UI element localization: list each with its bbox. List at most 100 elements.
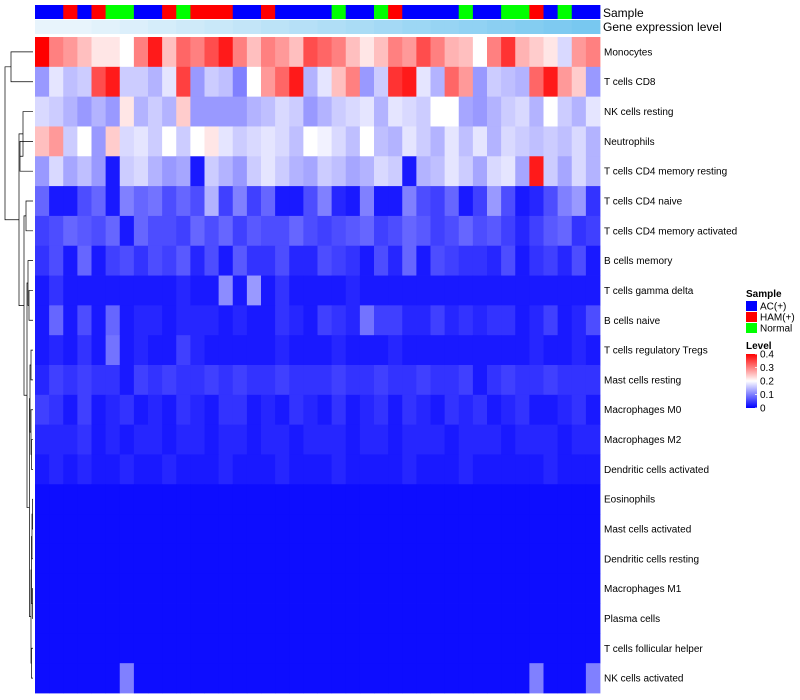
level-tick-label: 0.2 xyxy=(760,377,774,388)
sample-annotation-cell xyxy=(571,5,587,19)
heatmap-cell xyxy=(218,514,234,545)
gene-expression-annotation-cell xyxy=(359,20,375,34)
heatmap-cell xyxy=(388,186,403,217)
heatmap-cell xyxy=(402,156,417,187)
heatmap-cell xyxy=(218,275,234,306)
heatmap-cell xyxy=(402,424,417,455)
heatmap-cell xyxy=(232,96,248,127)
heatmap-cell xyxy=(275,66,290,98)
heatmap-cell xyxy=(77,454,92,485)
heatmap-cell xyxy=(430,514,446,545)
heatmap-cell xyxy=(317,186,333,217)
heatmap-cell xyxy=(402,186,417,217)
heatmap-cell xyxy=(416,454,431,485)
row-label: T cells regulatory Tregs xyxy=(604,346,708,357)
heatmap-cell xyxy=(246,305,262,336)
heatmap-cell xyxy=(430,663,446,694)
heatmap-cell xyxy=(331,454,347,485)
heatmap-cell xyxy=(35,305,50,336)
heatmap-cell xyxy=(133,335,149,366)
heatmap-cell xyxy=(91,424,107,455)
heatmap-cell xyxy=(388,156,403,187)
heatmap-cell xyxy=(77,215,92,247)
heatmap-cell xyxy=(374,663,389,694)
heatmap-cell xyxy=(105,484,121,515)
heatmap-cell xyxy=(416,603,431,634)
heatmap-cell xyxy=(416,543,431,575)
heatmap-cell xyxy=(49,484,64,515)
heatmap-cell xyxy=(571,573,587,604)
heatmap-cell xyxy=(289,514,304,545)
heatmap-cell xyxy=(232,365,248,396)
heatmap-cell xyxy=(345,543,361,575)
heatmap-cell xyxy=(133,663,149,694)
heatmap-cell xyxy=(148,156,163,187)
heatmap-cell xyxy=(133,365,149,396)
heatmap-cell xyxy=(374,335,389,366)
heatmap-cell xyxy=(49,245,64,276)
heatmap-cell xyxy=(374,305,389,336)
sample-annotation-cell xyxy=(388,5,403,19)
heatmap-cell xyxy=(585,126,601,157)
heatmap-cell xyxy=(444,633,460,664)
heatmap-cell xyxy=(218,663,234,694)
heatmap-cell xyxy=(416,633,431,664)
heatmap-cell xyxy=(444,484,460,515)
sample-annotation-cell xyxy=(585,5,601,19)
heatmap-cell xyxy=(359,394,375,426)
heatmap-cell xyxy=(402,335,417,366)
heatmap-cell xyxy=(148,305,163,336)
heatmap-cell xyxy=(162,365,177,396)
gene-expression-annotation-cell xyxy=(275,20,290,34)
heatmap-cell xyxy=(162,186,177,217)
heatmap-cell xyxy=(289,66,304,98)
heatmap-cell xyxy=(77,514,92,545)
heatmap-cell xyxy=(119,484,135,515)
heatmap-cell xyxy=(275,156,290,187)
heatmap-cell xyxy=(119,543,135,575)
heatmap-cell xyxy=(35,394,50,426)
heatmap-cell xyxy=(543,543,559,575)
heatmap-cell xyxy=(105,275,121,306)
heatmap-cell xyxy=(444,663,460,694)
heatmap-cell xyxy=(119,126,135,157)
sample-annotation-cell xyxy=(543,5,559,19)
heatmap-cell xyxy=(374,484,389,515)
heatmap-cell xyxy=(232,245,248,276)
heatmap-cell xyxy=(204,37,220,68)
heatmap-cell xyxy=(317,37,333,68)
heatmap-cell xyxy=(487,245,502,276)
heatmap-cell xyxy=(91,215,107,247)
heatmap-cell xyxy=(501,394,516,426)
heatmap-cell xyxy=(218,394,234,426)
heatmap-cell xyxy=(218,96,234,127)
heatmap-cell xyxy=(359,66,375,98)
heatmap-cell xyxy=(416,514,431,545)
heatmap-cell xyxy=(148,573,163,604)
heatmap-cell xyxy=(133,573,149,604)
heatmap-cell xyxy=(246,335,262,366)
heatmap-cell xyxy=(430,96,446,127)
heatmap-cell xyxy=(543,186,559,217)
dendrogram-branch xyxy=(30,349,33,381)
heatmap-cell xyxy=(77,365,92,396)
heatmap-cell xyxy=(148,215,163,247)
heatmap-cell xyxy=(133,454,149,485)
heatmap-cell xyxy=(402,573,417,604)
heatmap-cell xyxy=(162,215,177,247)
heatmap-cell xyxy=(91,156,107,187)
heatmap-cell xyxy=(63,126,78,157)
row-label: Macrophages M0 xyxy=(604,405,682,416)
heatmap-cell xyxy=(374,275,389,306)
heatmap-cell xyxy=(218,335,234,366)
heatmap-cell xyxy=(148,633,163,664)
heatmap-cell xyxy=(289,633,304,664)
gene-expression-annotation-cell xyxy=(218,20,234,34)
heatmap-cell xyxy=(232,305,248,336)
heatmap-cell xyxy=(119,305,135,336)
heatmap-cell xyxy=(91,186,107,217)
heatmap-cell xyxy=(430,454,446,485)
heatmap-cell xyxy=(190,543,205,575)
gene-expression-annotation-cell xyxy=(374,20,389,34)
heatmap-cell xyxy=(472,245,488,276)
